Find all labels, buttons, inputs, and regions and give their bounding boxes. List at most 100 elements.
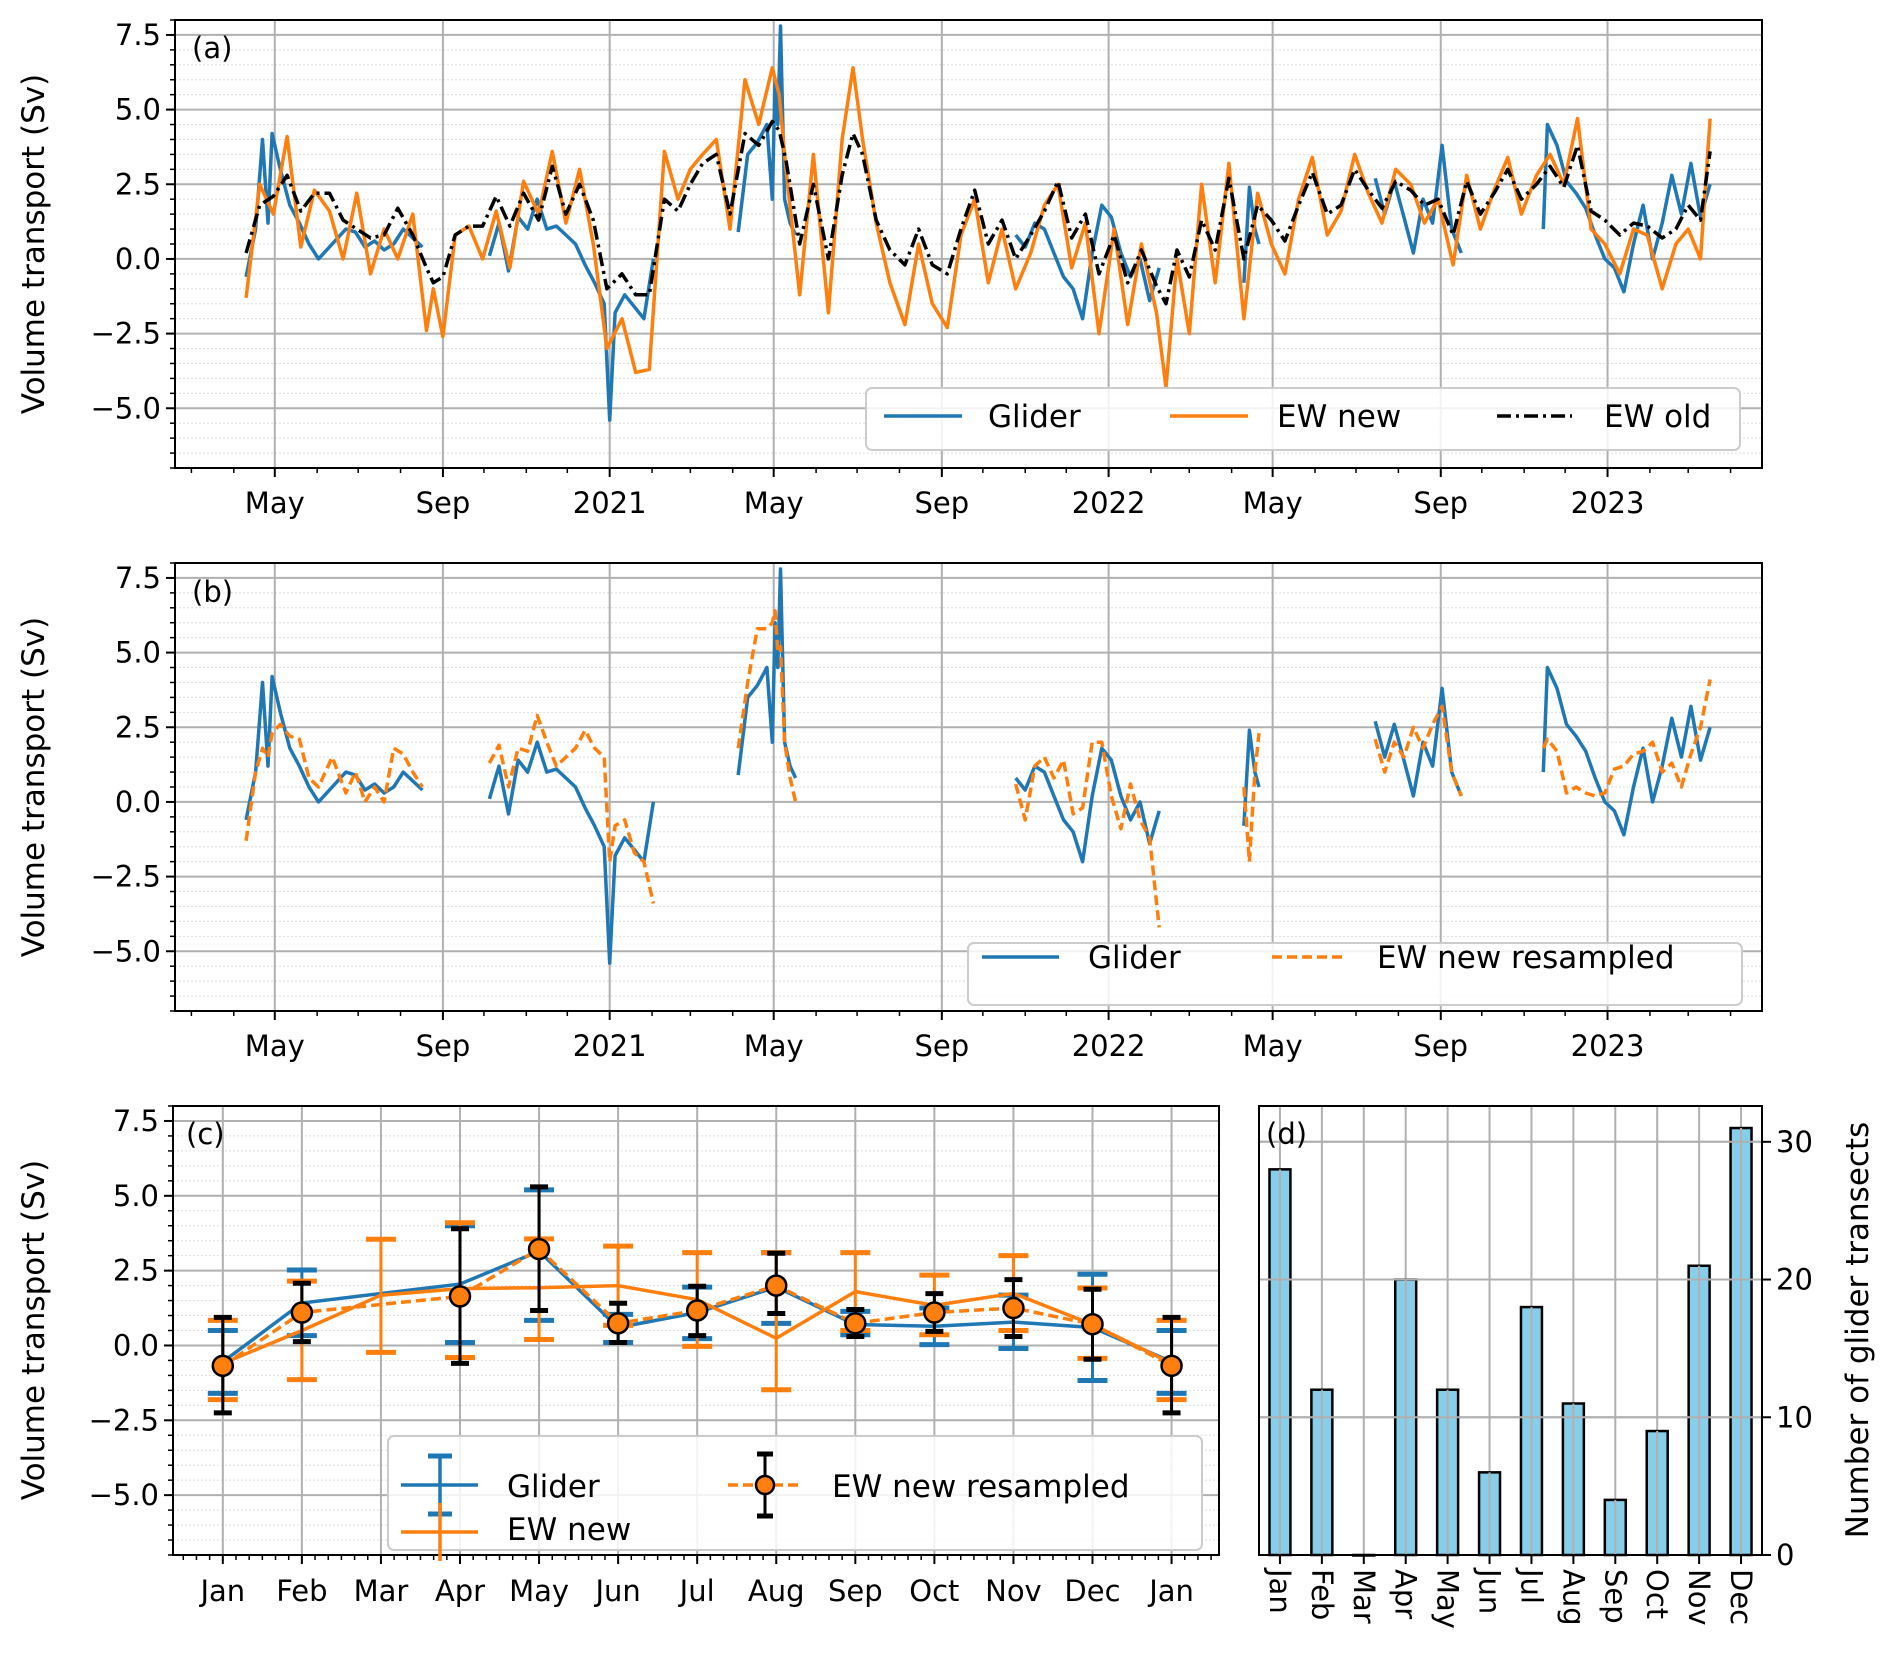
- panel-c-ylabel: Volume transport (Sv): [16, 1160, 52, 1500]
- panel-d-ylabel: Number of glider transects: [1840, 1122, 1876, 1539]
- x-tick-label: Aug: [748, 1574, 805, 1608]
- panel-a-label: (a): [192, 31, 232, 65]
- panel-a-plot-area: [244, 24, 1712, 422]
- x-tick-label: Sep: [416, 1029, 471, 1063]
- marker-ew-new-resampled: [1160, 1354, 1183, 1378]
- y-tick-label: −2.5: [91, 317, 161, 351]
- legend-frame: [865, 387, 1741, 451]
- legend-ew-new-swatch: [401, 1503, 478, 1561]
- panel-b-axes: −5.0 −2.5 0.0 2.5 5.0 7.5 May Sep 2021 May Sep 2022…: [91, 561, 1763, 1063]
- y-tick-label: −2.5: [89, 1403, 159, 1437]
- panel-b-ylabel: Volume transport (Sv): [16, 617, 52, 957]
- y-tick-label: −5.0: [89, 1478, 159, 1512]
- series-glider: [1242, 185, 1261, 283]
- legend-ew-new-label: EW new: [1277, 399, 1401, 435]
- legend-glider-label: Glider: [988, 399, 1081, 435]
- x-tick-label: May: [1243, 1029, 1303, 1063]
- panel-a-legend: Glider EW new EW old: [865, 387, 1741, 451]
- series-glider: [1242, 728, 1261, 826]
- panel-c-plot-area: [207, 1184, 1187, 1416]
- series-glider: [736, 567, 798, 779]
- y-tick-label: 30: [1776, 1125, 1813, 1159]
- marker-ew-new-resampled: [527, 1237, 551, 1261]
- panel-b: −5.0 −2.5 0.0 2.5 5.0 7.5 May Sep 2021 May Sep 2022…: [16, 561, 1763, 1063]
- y-tick-label: 2.5: [115, 710, 161, 744]
- y-tick-label: 10: [1776, 1400, 1813, 1434]
- x-tick-label: Jun: [1473, 1567, 1507, 1614]
- x-tick-label: Sep: [1598, 1569, 1632, 1624]
- y-tick-label: 7.5: [113, 1104, 159, 1138]
- x-tick-label: Sep: [915, 1029, 970, 1063]
- series-ew-new-resampled: [1242, 733, 1261, 864]
- x-tick-label: May: [1431, 1569, 1465, 1629]
- series-ew-new-resampled: [1373, 704, 1463, 797]
- panel-a-ylabel: Volume transport (Sv): [16, 74, 52, 414]
- y-tick-label: 0: [1776, 1538, 1794, 1572]
- panel-d-grid: [1259, 1106, 1762, 1556]
- x-tick-label: May: [744, 1029, 804, 1063]
- y-tick-label: 7.5: [115, 561, 161, 595]
- marker-ew-new-resampled: [764, 1274, 788, 1297]
- x-tick-label: 2021: [573, 486, 647, 520]
- x-tick-label: Sep: [1413, 1029, 1468, 1063]
- x-tick-label: May: [245, 1029, 305, 1063]
- x-tick-label: Apr: [435, 1574, 485, 1608]
- marker-ew-new-resampled: [844, 1312, 867, 1335]
- legend-ew-old-label: EW old: [1604, 399, 1711, 435]
- y-tick-label: 7.5: [115, 18, 161, 52]
- x-tick-label: Nov: [985, 1574, 1042, 1608]
- legend-ew-new-resampled-swatch: [728, 1451, 802, 1519]
- series-glider: [1014, 746, 1161, 864]
- x-tick-label: Feb: [276, 1574, 327, 1608]
- panel-c-label: (c): [186, 1117, 225, 1151]
- legend-ew-new-label: EW new: [507, 1512, 631, 1548]
- y-tick-label: 0.0: [115, 785, 161, 819]
- marker-ew-new-resampled: [448, 1285, 472, 1308]
- y-tick-label: −5.0: [91, 391, 161, 425]
- panel-d-axes: 0 10 20 30 Jan Feb Mar Apr May Jun Jul Aug Sep Oct Nov…: [1258, 1105, 1813, 1629]
- x-tick-label: Mar: [354, 1574, 409, 1608]
- x-tick-label: Sep: [1413, 486, 1468, 520]
- panel-b-legend: Glider EW new resampled: [967, 940, 1743, 1006]
- y-tick-label: 5.0: [115, 93, 161, 127]
- x-tick-label: 2023: [1571, 486, 1645, 520]
- series-glider: [1541, 665, 1712, 837]
- marker-ew-new-resampled: [1081, 1312, 1104, 1336]
- series-ew-new-resampled: [221, 1246, 1173, 1368]
- legend-ew-new-resampled-label: EW new resampled: [1377, 940, 1675, 976]
- x-tick-label: Nov: [1682, 1569, 1716, 1626]
- x-tick-label: Sep: [416, 486, 471, 520]
- marker-ew-new-resampled: [685, 1299, 709, 1322]
- x-tick-label: Oct: [909, 1574, 959, 1608]
- x-tick-label: 2021: [573, 1029, 647, 1063]
- axes-frame: [172, 1105, 1220, 1556]
- series-glider: [487, 740, 656, 965]
- x-tick-label: Feb: [1305, 1569, 1339, 1620]
- y-tick-label: 20: [1776, 1263, 1813, 1297]
- panel-b-label: (b): [192, 575, 233, 609]
- marker-ew-new-resampled: [606, 1312, 630, 1335]
- x-tick-label: 2022: [1072, 486, 1146, 520]
- x-tick-label: Jan: [1147, 1574, 1194, 1608]
- panel-b-grid: [175, 562, 1762, 1012]
- x-tick-label: Sep: [828, 1574, 883, 1608]
- legend-glider-label: Glider: [1088, 940, 1181, 976]
- y-tick-label: 5.0: [115, 636, 161, 670]
- x-tick-label: Dec: [1064, 1574, 1120, 1608]
- series-ew-new-resampled: [487, 713, 656, 904]
- marker-ew-new-resampled: [290, 1301, 314, 1324]
- x-tick-label: Sep: [915, 486, 970, 520]
- panel-b-plot-area: [244, 567, 1712, 965]
- series-ew-new-resampled: [1014, 740, 1161, 928]
- x-tick-label: Jan: [198, 1574, 245, 1608]
- x-tick-label: 2023: [1571, 1029, 1645, 1063]
- axes-frame: [174, 562, 1763, 1012]
- panel-a: −5.0 −2.5 0.0 2.5 5.0 7.5 May Sep 2021 May Sep 2022…: [16, 18, 1763, 520]
- panel-c-legend: Glider EW new EW new resampled: [387, 1435, 1203, 1561]
- legend-frame: [967, 942, 1743, 1006]
- marker-ew-new-resampled: [211, 1354, 235, 1378]
- legend-frame: [387, 1435, 1203, 1551]
- y-tick-label: 2.5: [115, 167, 161, 201]
- axes-frame: [1258, 1105, 1763, 1556]
